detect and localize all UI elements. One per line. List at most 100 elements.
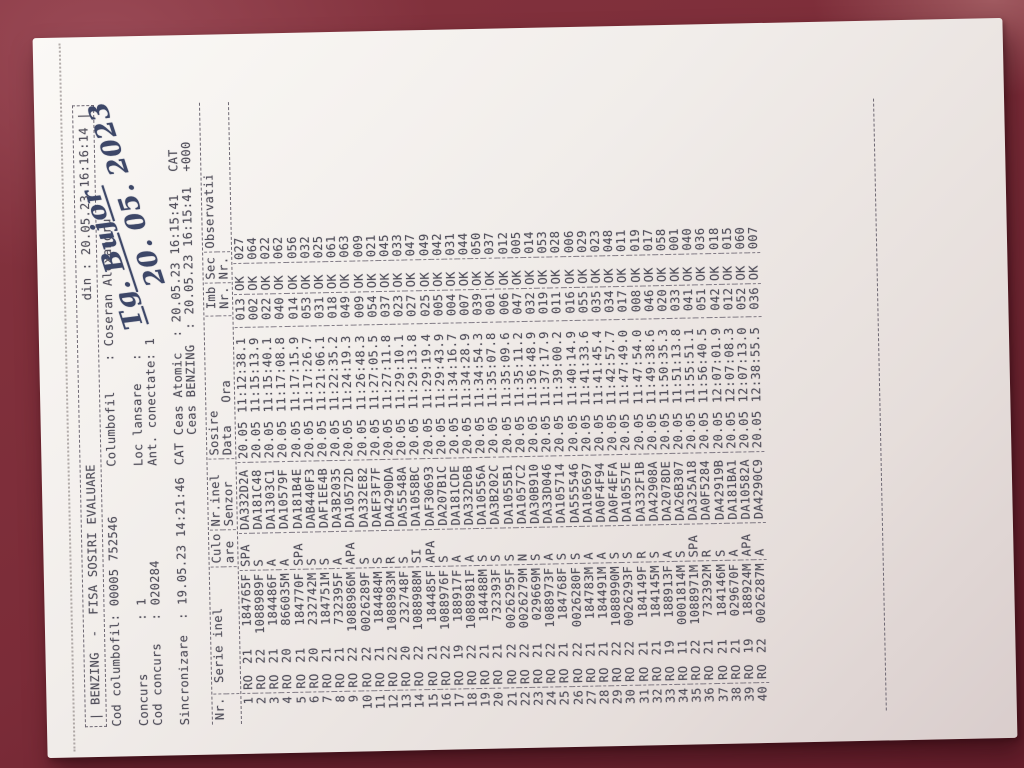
row-year: 21 xyxy=(478,643,492,660)
row-color: S xyxy=(647,525,662,563)
row-imb-nr: 049 xyxy=(339,292,354,326)
row-imb-nr: 052 xyxy=(734,284,749,318)
row-imb-nr: 009 xyxy=(352,292,367,326)
row-date: 20.05 xyxy=(394,412,409,460)
row-imb-nr: 036 xyxy=(748,284,762,318)
col-nr: Nr. xyxy=(212,697,227,721)
row-nr: 21 xyxy=(505,691,520,707)
row-date: 20.05 xyxy=(249,415,264,463)
row-imb-nr: 033 xyxy=(668,285,683,319)
row-country: RO xyxy=(478,661,493,690)
row-sec-status: OK xyxy=(285,262,300,294)
row-imb-nr: 040 xyxy=(273,293,288,328)
row-year: 19 xyxy=(663,639,677,656)
row-country: RO xyxy=(505,661,520,689)
row-sec-status: OK xyxy=(483,258,498,290)
row-nr: 29 xyxy=(611,688,625,705)
row-country: RO xyxy=(716,656,731,685)
row-nr: 16 xyxy=(439,692,454,708)
row-color: A xyxy=(594,526,609,564)
row-date: 20.05 xyxy=(658,406,673,455)
row-year: 21 xyxy=(728,638,743,654)
row-country: RO xyxy=(571,659,586,688)
row-sec-status: OK xyxy=(721,253,735,285)
row-imb-nr: 027 xyxy=(405,291,420,325)
row-date: 20.05 xyxy=(605,408,620,456)
row-date: 20.05 xyxy=(407,412,422,460)
row-imb-nr: 034 xyxy=(603,287,617,321)
row-imb-nr: 016 xyxy=(563,287,578,322)
row-color: A xyxy=(660,524,675,563)
row-year: 19 xyxy=(742,638,756,654)
row-year: 21 xyxy=(333,646,347,663)
row-color: S xyxy=(621,525,636,564)
row-time: 12:38:55.5 xyxy=(748,326,764,403)
col-imb: Imb xyxy=(204,283,219,317)
row-date: 20.05 xyxy=(711,405,726,454)
row-year: 22 xyxy=(359,646,374,662)
row-imb-nr: 008 xyxy=(629,286,644,320)
row-color: S xyxy=(489,528,504,566)
row-country: RO xyxy=(689,657,704,685)
row-year: 21 xyxy=(557,642,572,658)
row-color: A xyxy=(581,526,596,564)
row-color: S xyxy=(304,532,319,570)
row-date: 20.05 xyxy=(684,406,699,454)
row-imb-nr: 031 xyxy=(312,293,327,327)
row-date: 20.05 xyxy=(262,415,277,463)
row-nr: 20 xyxy=(492,691,507,707)
row-sec-status: OK xyxy=(694,254,709,286)
row-country: RO xyxy=(386,663,401,691)
row-sec-status: OK xyxy=(378,260,393,293)
row-color: S xyxy=(317,532,332,570)
row-date: 20.05 xyxy=(368,413,383,461)
row-country: RO xyxy=(281,665,295,694)
row-nr: 24 xyxy=(545,690,559,706)
row-year: 21 xyxy=(425,644,440,661)
row-nr: 26 xyxy=(571,689,586,706)
row-country: RO xyxy=(347,664,361,692)
row-year: 22 xyxy=(755,637,769,654)
row-sec-status: OK xyxy=(338,261,353,293)
row-country: RO xyxy=(452,662,467,690)
row-country: RO xyxy=(439,662,454,690)
row-color: S xyxy=(568,526,583,565)
row-color: N xyxy=(515,527,530,566)
row-color: R xyxy=(634,525,649,563)
row-color: S xyxy=(608,526,622,564)
row-year: 22 xyxy=(438,644,453,660)
row-sec-status: OK xyxy=(747,253,762,285)
row-year: 22 xyxy=(544,642,558,658)
row-sec-status: OK xyxy=(246,263,261,295)
row-color: APA xyxy=(344,531,359,569)
row-color: SPA xyxy=(238,533,253,572)
col-sec: Sec xyxy=(203,252,218,284)
row-year: 21 xyxy=(293,647,308,663)
row-sec-status: OK xyxy=(391,260,406,292)
row-nr: 35 xyxy=(690,687,704,703)
row-nr: 36 xyxy=(703,687,718,703)
row-country: RO xyxy=(518,660,533,689)
row-color: S xyxy=(673,524,688,562)
row-color: R xyxy=(383,530,398,568)
row-year: 22 xyxy=(412,645,426,661)
row-date: 20.05 xyxy=(737,405,752,453)
row-year: 21 xyxy=(649,640,664,656)
row-year: 22 xyxy=(386,645,400,661)
row-country: RO xyxy=(333,664,348,693)
row-imb-nr: 005 xyxy=(431,290,446,324)
row-imb-nr: 022 xyxy=(260,294,275,328)
row-sec-status: OK xyxy=(602,256,617,288)
row-country: RO xyxy=(676,657,691,685)
row-sec-status: OK xyxy=(523,257,538,290)
row-date: 20.05 xyxy=(381,412,396,461)
row-sensor: DA4290C9 xyxy=(751,451,767,524)
row-nr: 6 xyxy=(308,695,322,704)
row-sec-status: OK xyxy=(351,261,366,293)
row-imb-nr: 032 xyxy=(523,288,538,322)
row-nr: 11 xyxy=(374,693,388,710)
row-color: S xyxy=(252,533,267,571)
row-country: RO xyxy=(703,657,717,685)
row-date: 20.05 xyxy=(697,406,713,454)
row-nr: 33 xyxy=(664,687,678,704)
